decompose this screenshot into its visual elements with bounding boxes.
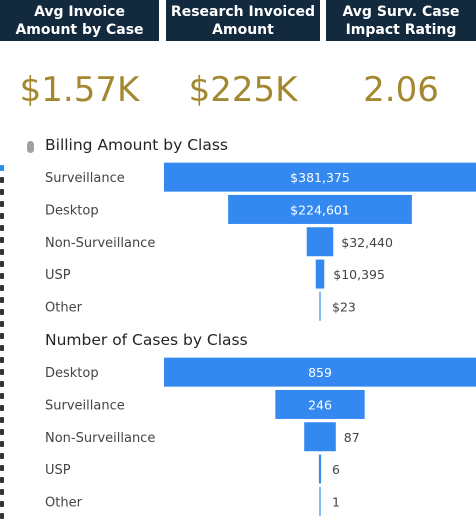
edge-cell-mark <box>0 321 4 327</box>
edge-cell-mark <box>0 249 4 255</box>
edge-cell-mark <box>0 489 4 495</box>
edge-cell-mark <box>0 393 4 399</box>
category-label: Non-Surveillance <box>45 236 155 251</box>
data-label: $10,395 <box>333 267 385 282</box>
edge-cell-mark <box>0 285 4 291</box>
category-label: USP <box>45 268 71 283</box>
funnel-bar[interactable] <box>306 227 334 257</box>
kpi-value-avg-invoice: $1.57K <box>19 70 140 110</box>
edge-cell-mark <box>0 357 4 363</box>
funnel-bar[interactable] <box>315 259 325 289</box>
category-label: Surveillance <box>45 398 125 413</box>
edge-cell-mark <box>0 333 4 339</box>
funnel-bar[interactable] <box>304 422 336 452</box>
chart-title-cases: Number of Cases by Class <box>45 331 248 349</box>
scroll-handle[interactable] <box>27 141 34 153</box>
edge-cell-mark <box>0 189 4 195</box>
category-label: Desktop <box>45 203 99 218</box>
data-label: $23 <box>332 299 356 314</box>
edge-cell-mark <box>0 237 4 243</box>
funnel-chart-billing: Surveillance $381,375 Desktop $224,601 Non-S… <box>45 162 476 321</box>
data-label: $224,601 <box>290 202 350 217</box>
funnel-bar[interactable] <box>275 389 365 419</box>
edge-cell-mark <box>0 225 4 231</box>
kpi-header-research-invoiced: Research Invoiced Amount <box>166 0 320 41</box>
funnel-bar[interactable] <box>164 162 476 192</box>
funnel-bar[interactable] <box>164 357 476 387</box>
category-label: Other <box>45 495 83 510</box>
edge-cell-mark <box>0 429 4 435</box>
category-label: Non-Surveillance <box>45 431 155 446</box>
edge-cell-mark <box>0 369 4 375</box>
edge-cell-mark <box>0 297 4 303</box>
edge-cell-mark <box>0 417 4 423</box>
edge-cell-mark <box>0 405 4 411</box>
category-label: Surveillance <box>45 171 125 186</box>
edge-cell-mark <box>0 213 4 219</box>
kpi-value-avg-surv-rating: 2.06 <box>363 70 439 110</box>
category-label: USP <box>45 463 71 478</box>
data-label: 1 <box>332 494 340 509</box>
kpi-value-research-invoiced: $225K <box>188 70 298 110</box>
category-label: Other <box>45 300 83 315</box>
edge-cell-mark <box>0 453 4 459</box>
edge-cell-mark <box>0 261 4 267</box>
edge-cell-mark <box>0 477 4 483</box>
data-label: 87 <box>344 430 360 445</box>
funnel-bar[interactable] <box>228 194 412 224</box>
edge-cell-mark <box>0 177 4 183</box>
edge-cell-mark <box>0 465 4 471</box>
edge-cell-mark <box>0 273 4 279</box>
data-label: 6 <box>332 462 340 477</box>
data-label: $381,375 <box>290 170 350 185</box>
category-label: Desktop <box>45 366 99 381</box>
edge-cell-mark <box>0 501 4 507</box>
kpi-header-avg-surv-rating: Avg Surv. Case Impact Rating <box>326 0 476 41</box>
funnel-bar[interactable] <box>319 291 321 321</box>
kpi-header-avg-invoice: Avg Invoice Amount by Case <box>0 0 159 41</box>
edge-cell-mark <box>0 513 4 519</box>
funnel-bar[interactable] <box>318 454 322 484</box>
edge-cell-mark <box>0 441 4 447</box>
edge-cell-mark <box>0 165 4 171</box>
funnel-bar[interactable] <box>319 486 321 516</box>
funnel-chart-cases: Desktop 859 Surveillance 246 Non-Surveillanc… <box>45 357 476 516</box>
data-label: 859 <box>308 365 332 380</box>
edge-cell-mark <box>0 309 4 315</box>
chart-title-billing: Billing Amount by Class <box>45 136 229 154</box>
edge-cell-mark <box>0 381 4 387</box>
data-label: $32,440 <box>341 235 393 250</box>
data-label: 246 <box>308 397 332 412</box>
edge-cell-mark <box>0 345 4 351</box>
left-edge-table-fragment <box>0 165 6 522</box>
edge-cell-mark <box>0 201 4 207</box>
